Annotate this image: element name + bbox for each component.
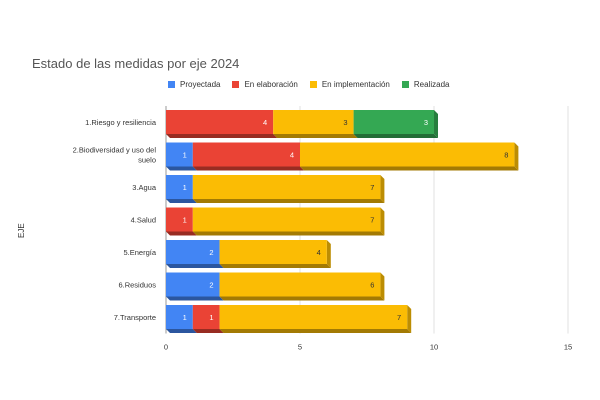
- legend-item: Realizada: [401, 80, 450, 89]
- bar-depth: [353, 134, 438, 138]
- x-tick-label: 10: [430, 343, 438, 352]
- bar-en-elaboraci-n: [166, 110, 274, 134]
- data-label: 4: [290, 151, 294, 160]
- bar-proyectada: [166, 272, 220, 297]
- legend-swatch: [168, 81, 175, 88]
- bar-side: [407, 305, 412, 333]
- bar-depth: [192, 329, 224, 333]
- category-label-line: 2.Biodiversidad y uso del: [73, 146, 157, 155]
- bar-depth: [219, 329, 412, 333]
- bar-side: [380, 272, 385, 301]
- bar-side: [514, 142, 519, 171]
- data-label: 7: [370, 183, 374, 192]
- bar-proyectada: [166, 175, 193, 199]
- bar-en-elaboraci-n: [166, 207, 193, 232]
- bar-depth: [192, 199, 385, 203]
- data-label: 1: [183, 313, 187, 322]
- category-label: 5.Energía: [123, 248, 156, 257]
- data-label: 1: [183, 183, 187, 192]
- data-label: 2: [209, 281, 213, 290]
- bar-en-implementaci-n: [219, 272, 381, 297]
- category-label-line: 6.Residuos: [118, 281, 156, 290]
- bar-en-elaboraci-n: [192, 142, 300, 167]
- category-label-line: suelo: [138, 156, 156, 165]
- legend-label: En implementación: [321, 80, 390, 89]
- x-tick-label: 15: [564, 343, 572, 352]
- bar-en-implementaci-n: [219, 305, 408, 329]
- bar-proyectada: [166, 305, 193, 329]
- bar-depth: [166, 199, 197, 203]
- data-label: 8: [504, 151, 508, 160]
- legend-label: Proyectada: [180, 80, 221, 89]
- bar-en-implementaci-n: [192, 207, 381, 232]
- legend-label: En elaboración: [244, 80, 298, 89]
- bar-en-elaboraci-n: [192, 305, 220, 329]
- data-label: 1: [209, 313, 213, 322]
- bar-depth: [166, 296, 224, 301]
- bar-realizada: [353, 110, 434, 134]
- bar-proyectada: [166, 240, 220, 264]
- bar-en-implementaci-n: [192, 175, 381, 199]
- chart-legend: Proyectada En elaboración En implementació…: [168, 80, 449, 89]
- bar-depth: [273, 134, 358, 138]
- category-label: 2.Biodiversidad y uso del suelo: [73, 146, 157, 165]
- bar-side: [326, 240, 331, 268]
- bar-depth: [219, 264, 331, 268]
- x-tick-label: 5: [298, 343, 302, 352]
- data-label: 2: [209, 248, 213, 257]
- bar-depth: [166, 231, 197, 236]
- data-label: 3: [424, 118, 428, 127]
- bar-en-implementaci-n: [300, 142, 515, 167]
- bar-en-implementaci-n: [219, 240, 327, 264]
- legend-item: En implementación: [309, 80, 390, 89]
- category-label: 6.Residuos: [118, 281, 156, 290]
- data-label: 4: [317, 248, 321, 257]
- bar-en-implementaci-n: [273, 110, 354, 134]
- legend-swatch: [232, 81, 240, 88]
- data-label: 3: [343, 118, 347, 127]
- bar-side: [380, 175, 385, 203]
- bar-depth: [166, 134, 278, 138]
- category-label-line: 7.Transporte: [114, 313, 156, 322]
- bar-side: [380, 207, 385, 236]
- data-label: 7: [370, 216, 374, 225]
- category-label: 3.Agua: [132, 183, 157, 192]
- bar-depth: [192, 166, 304, 171]
- category-label: 4.Salud: [131, 216, 156, 225]
- bar-depth: [166, 264, 224, 268]
- data-label: 7: [397, 313, 401, 322]
- bar-depth: [219, 296, 385, 301]
- data-label: 1: [183, 216, 187, 225]
- legend-item: Proyectada: [168, 80, 220, 89]
- bar-depth: [166, 329, 197, 333]
- bar-depth: [192, 231, 385, 236]
- legend-item: En elaboración: [232, 80, 298, 89]
- category-label-line: 4.Salud: [131, 216, 156, 225]
- data-label: 1: [183, 151, 187, 160]
- bar-side: [434, 110, 438, 138]
- data-label: 4: [263, 118, 267, 127]
- legend-label: Realizada: [413, 80, 450, 89]
- bar-depth: [166, 166, 197, 171]
- bar-proyectada: [166, 142, 193, 167]
- bar-depth: [300, 166, 519, 171]
- data-label: 6: [370, 281, 374, 290]
- legend-swatch: [309, 81, 317, 88]
- legend-swatch: [401, 81, 409, 88]
- category-label: 7.Transporte: [114, 313, 156, 322]
- x-tick-label: 0: [164, 343, 168, 352]
- category-label-line: 5.Energía: [123, 248, 156, 257]
- chart-title: Estado de las medidas por eje 2024: [32, 56, 240, 71]
- category-label: 1.Riesgo y resiliencia: [85, 118, 157, 127]
- category-label-line: 1.Riesgo y resiliencia: [85, 118, 157, 127]
- category-label-line: 3.Agua: [132, 183, 157, 192]
